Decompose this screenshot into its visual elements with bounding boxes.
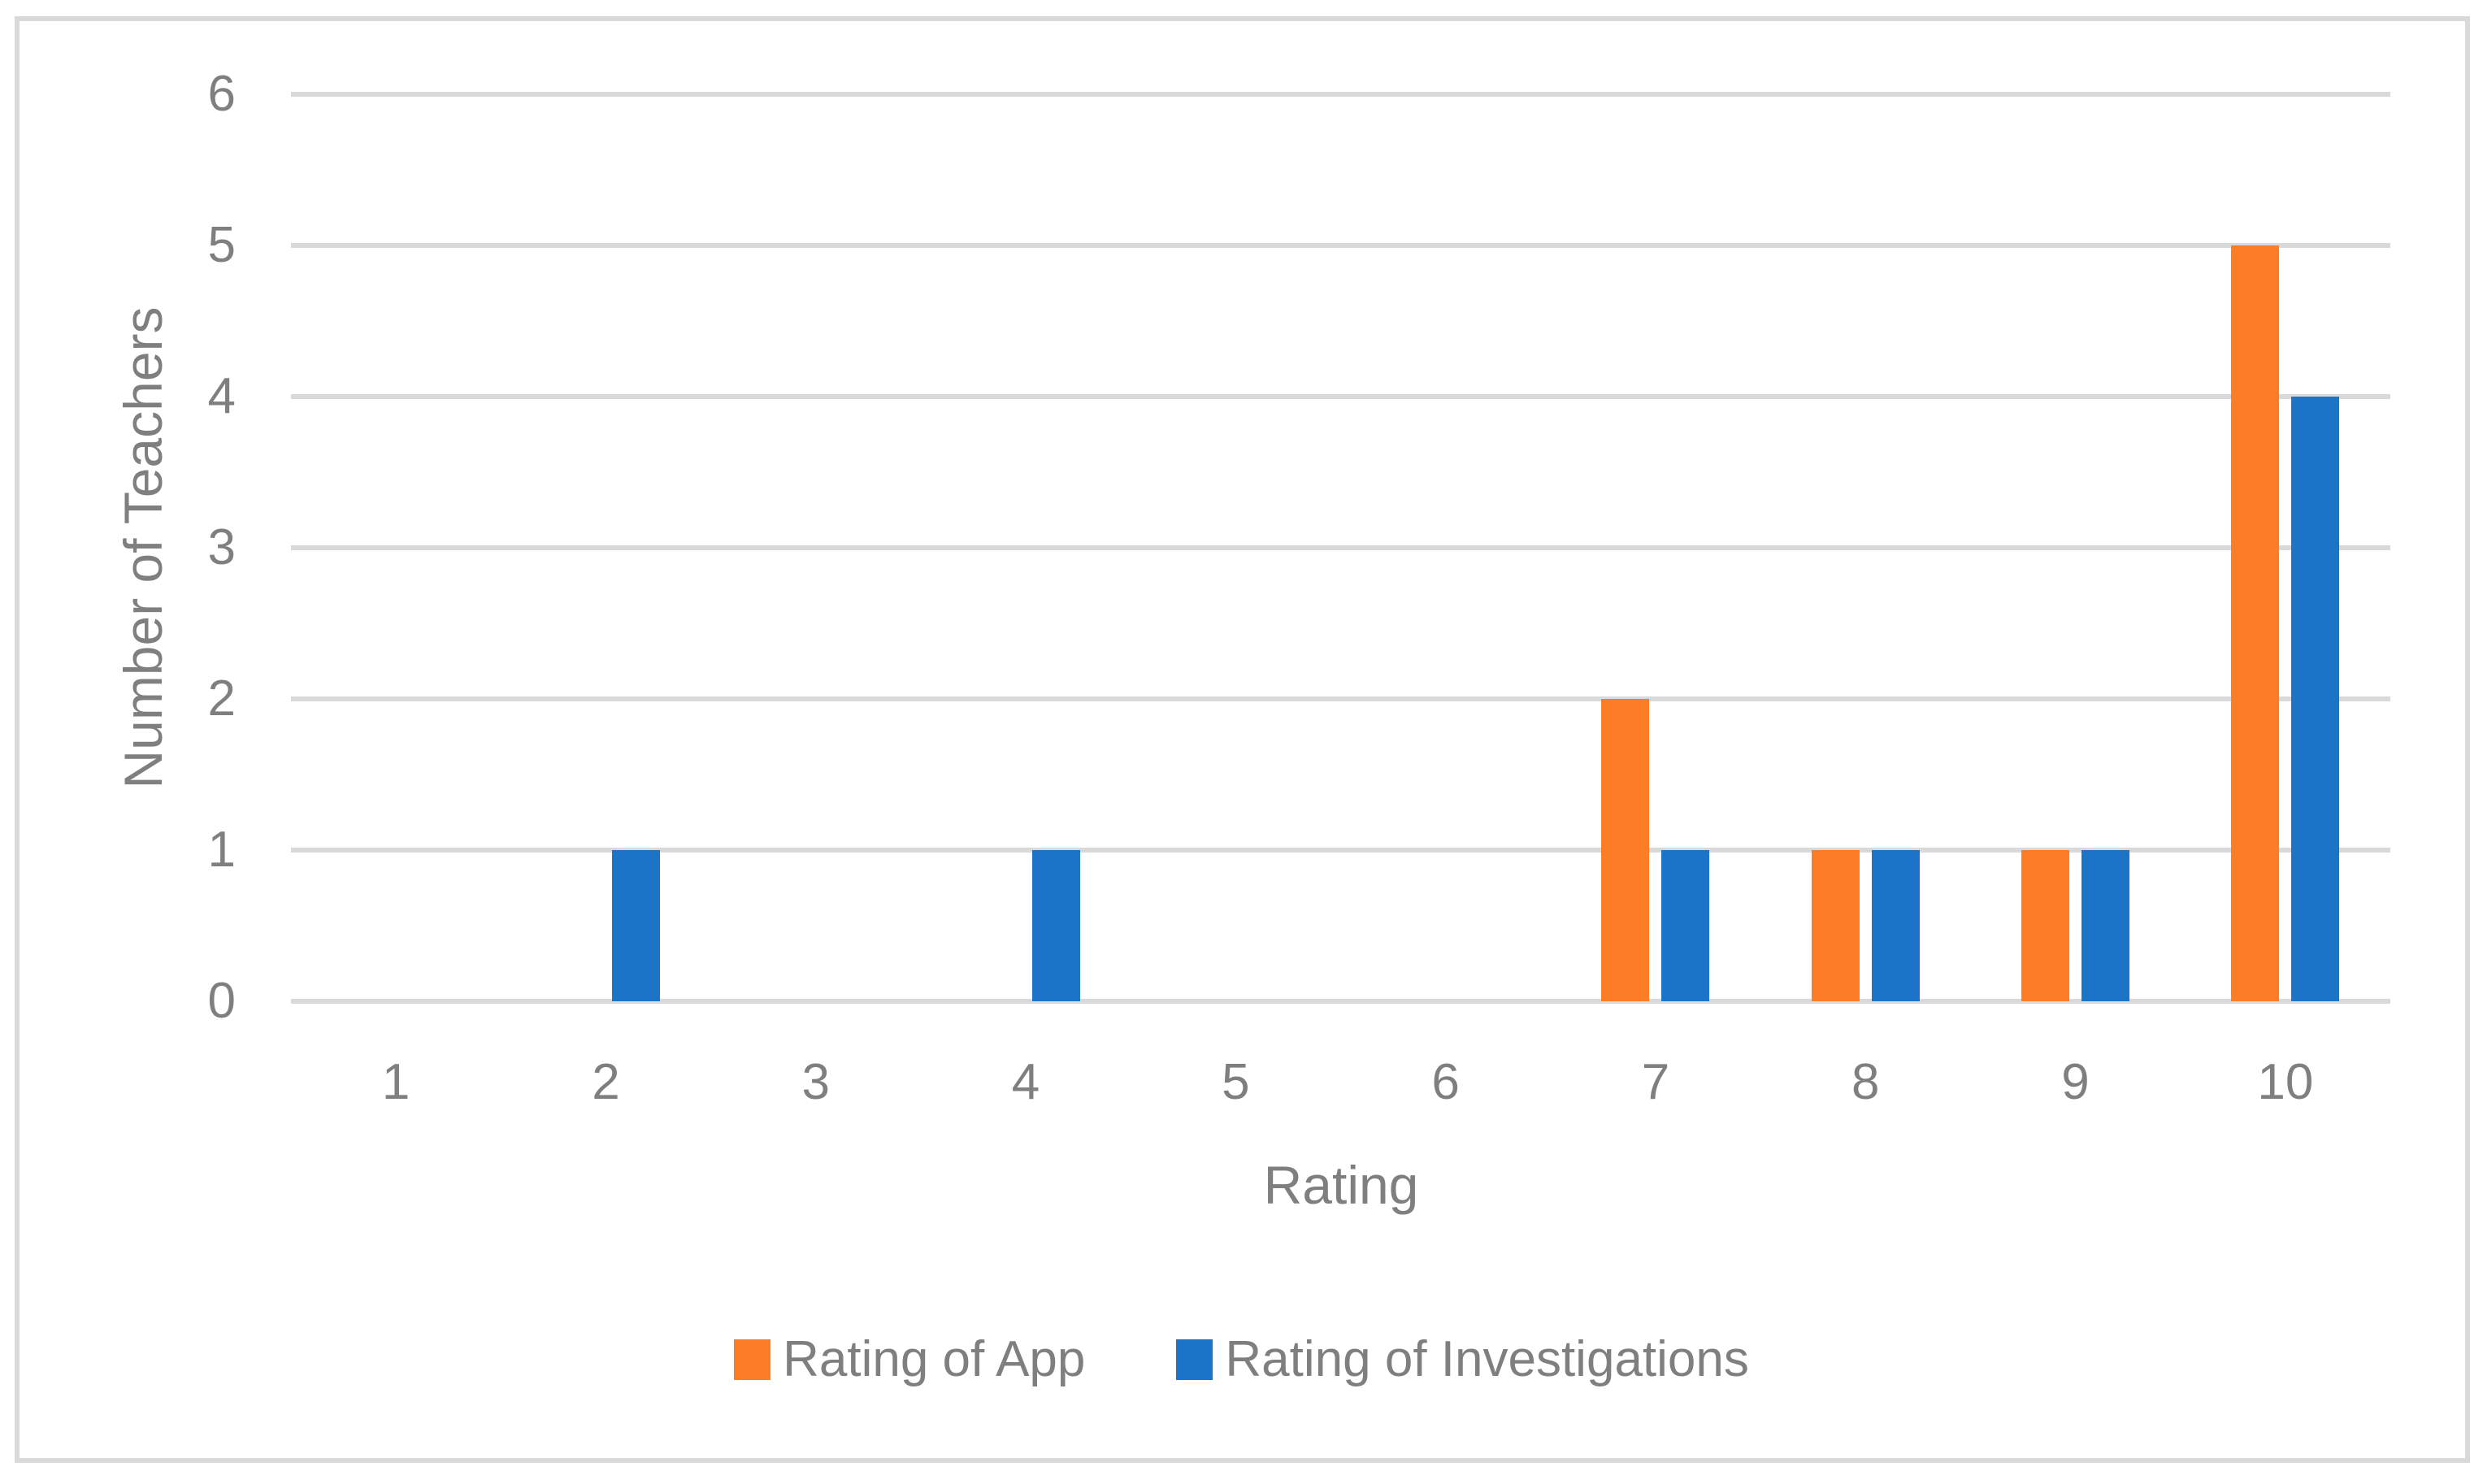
legend-entry-rating-of-app: Rating of App xyxy=(734,1331,1085,1388)
x-tick-label-8: 8 xyxy=(1851,1054,1880,1110)
x-tick-label-3: 3 xyxy=(801,1054,830,1110)
x-tick-label-5: 5 xyxy=(1222,1054,1250,1110)
legend-label-rating-of-investigations: Rating of Investigations xyxy=(1225,1331,1749,1387)
x-tick-label-6: 6 xyxy=(1431,1054,1460,1110)
x-axis-title: Rating xyxy=(1263,1155,1419,1215)
x-tick-label-4: 4 xyxy=(1011,1054,1040,1110)
bar-rating-of-investigations-x2 xyxy=(611,850,660,1001)
chart-frame xyxy=(15,16,2470,1463)
legend-label-rating-of-app: Rating of App xyxy=(783,1331,1086,1387)
y-tick-label-2: 2 xyxy=(207,670,236,727)
bar-rating-of-investigations-x9 xyxy=(2081,850,2130,1001)
gridline-y-3 xyxy=(291,545,2390,550)
bar-rating-of-app-x9 xyxy=(2021,850,2070,1001)
y-tick-label-0: 0 xyxy=(207,973,236,1029)
gridline-y-2 xyxy=(291,696,2390,701)
legend-swatch-rating-of-investigations xyxy=(1176,1339,1213,1380)
x-tick-label-10: 10 xyxy=(2257,1054,2314,1110)
gridline-y-6 xyxy=(291,92,2390,97)
x-tick-label-2: 2 xyxy=(592,1054,620,1110)
bar-rating-of-investigations-x4 xyxy=(1031,850,1080,1001)
y-tick-label-5: 5 xyxy=(207,217,236,273)
x-tick-label-9: 9 xyxy=(2061,1054,2090,1110)
x-tick-label-7: 7 xyxy=(1641,1054,1670,1110)
bar-rating-of-investigations-x7 xyxy=(1661,850,1710,1001)
bar-rating-of-investigations-x10 xyxy=(2291,397,2340,1001)
y-tick-label-4: 4 xyxy=(207,368,236,424)
y-tick-label-6: 6 xyxy=(207,66,236,122)
gridline-y-1 xyxy=(291,848,2390,853)
gridline-y-5 xyxy=(291,243,2390,248)
x-tick-label-1: 1 xyxy=(381,1054,410,1110)
bar-rating-of-app-x10 xyxy=(2231,245,2280,1001)
y-tick-label-3: 3 xyxy=(207,519,236,575)
bar-rating-of-app-x7 xyxy=(1601,699,1650,1001)
gridline-y-4 xyxy=(291,394,2390,399)
bar-rating-of-app-x8 xyxy=(1811,850,1860,1001)
legend: Rating of App Rating of Investigations xyxy=(0,1331,2483,1388)
gridline-y-0 xyxy=(291,999,2390,1004)
plot-area xyxy=(291,92,2390,1004)
bar-rating-of-investigations-x8 xyxy=(1871,850,1920,1001)
y-tick-label-1: 1 xyxy=(207,822,236,878)
legend-swatch-rating-of-app xyxy=(734,1339,771,1380)
legend-entry-rating-of-investigations: Rating of Investigations xyxy=(1176,1331,1749,1388)
